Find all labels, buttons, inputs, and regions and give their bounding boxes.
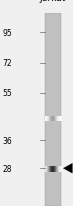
Text: 36: 36 <box>2 136 12 145</box>
FancyBboxPatch shape <box>45 14 61 206</box>
Polygon shape <box>64 164 72 173</box>
Text: 95: 95 <box>2 28 12 37</box>
Text: 28: 28 <box>2 164 12 173</box>
Text: Jurkat: Jurkat <box>39 0 66 3</box>
Text: 55: 55 <box>2 89 12 98</box>
Text: 72: 72 <box>2 59 12 68</box>
